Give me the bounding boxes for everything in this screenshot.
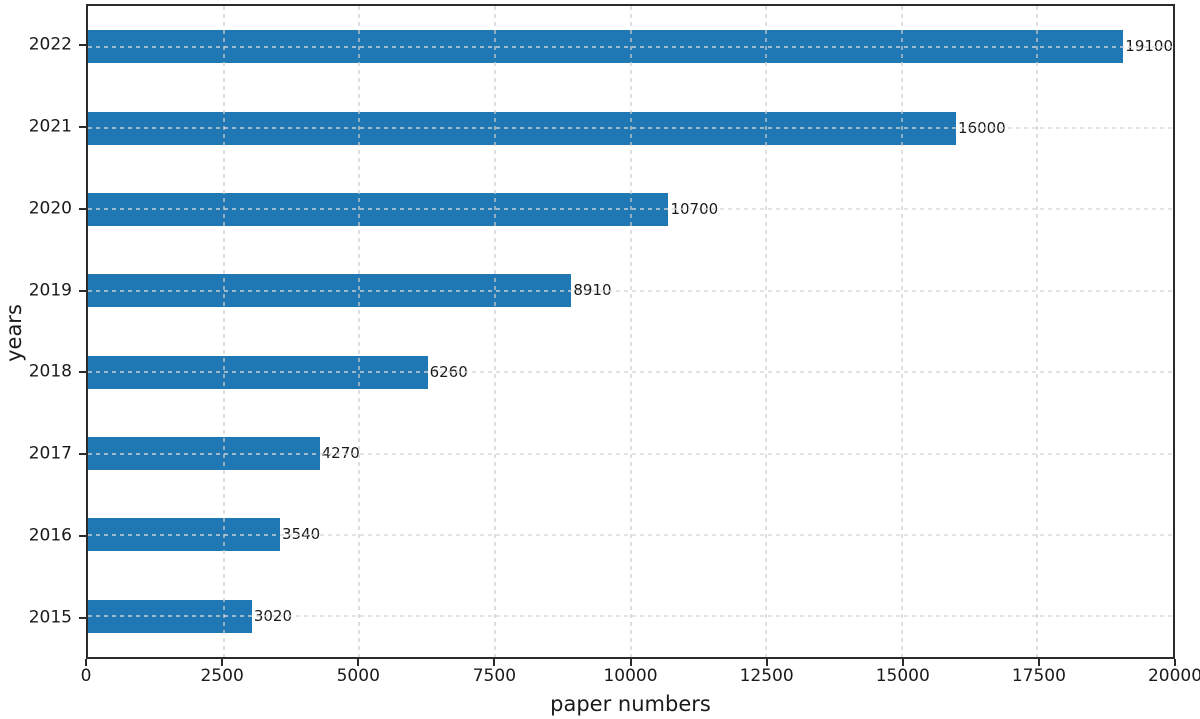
x-tick-label-20000: 20000 xyxy=(1147,666,1200,686)
y-tick-mark xyxy=(79,617,86,620)
x-tick-mark xyxy=(629,659,632,666)
x-tick-label-10000: 10000 xyxy=(603,666,658,686)
x-tick-mark xyxy=(357,659,360,666)
y-tick-mark xyxy=(79,371,86,374)
bar-2016 xyxy=(88,518,281,552)
bar-row-2016: 3540 xyxy=(88,494,1173,575)
bar-value-label-2015: 3020 xyxy=(253,606,293,625)
bars-container: 19100 16000 10700 8910 6260 4270 3540 3020 xyxy=(88,6,1173,657)
bar-value-label-2018: 6260 xyxy=(429,362,468,381)
x-tick-mark xyxy=(901,659,904,666)
bar-2020 xyxy=(88,192,669,226)
y-tick-mark xyxy=(79,43,86,46)
bar-2021 xyxy=(88,111,956,145)
y-tick-mark xyxy=(79,207,86,210)
x-tick-label-17500: 17500 xyxy=(1011,666,1066,686)
bar-row-2018: 6260 xyxy=(88,332,1173,413)
x-tick-mark xyxy=(85,659,87,666)
bar-row-2020: 10700 xyxy=(88,169,1173,250)
bar-value-label-2022: 19100 xyxy=(1125,37,1173,56)
y-tick-label-2019: 2019 xyxy=(28,280,72,301)
bar-2022 xyxy=(88,30,1124,64)
x-tick-mark xyxy=(493,659,496,666)
x-tick-mark xyxy=(1037,659,1040,666)
y-tick-label-2021: 2021 xyxy=(28,116,72,137)
bar-2018 xyxy=(88,355,428,389)
x-tick-label-2500: 2500 xyxy=(200,666,244,686)
y-tick-mark xyxy=(79,289,86,292)
x-tick-label-0: 0 xyxy=(80,666,92,686)
y-axis-title: years xyxy=(2,304,26,362)
bar-row-2019: 8910 xyxy=(88,250,1173,331)
bar-value-label-2019: 8910 xyxy=(573,281,612,300)
x-tick-mark xyxy=(765,659,768,666)
x-tick-label-5000: 5000 xyxy=(336,666,380,686)
bar-row-2021: 16000 xyxy=(88,87,1173,168)
y-tick-label-2017: 2017 xyxy=(28,443,72,464)
x-tick-label-7500: 7500 xyxy=(472,666,517,686)
bar-value-label-2017: 4270 xyxy=(321,444,360,463)
bar-2015 xyxy=(88,599,252,633)
x-tick-label-15000: 15000 xyxy=(875,666,930,686)
y-tick-label-2022: 2022 xyxy=(28,34,72,55)
x-tick-label-12500: 12500 xyxy=(739,666,794,686)
y-tick-label-2015: 2015 xyxy=(28,607,72,628)
bar-row-2022: 19100 xyxy=(88,6,1173,87)
bar-2017 xyxy=(88,437,320,471)
y-tick-mark xyxy=(79,535,86,538)
bar-value-label-2020: 10700 xyxy=(670,199,719,218)
y-tick-mark xyxy=(79,453,86,456)
y-tick-mark xyxy=(79,125,86,128)
y-tick-label-2018: 2018 xyxy=(28,361,72,382)
bar-2019 xyxy=(88,274,572,308)
x-tick-mark xyxy=(221,659,224,666)
x-tick-mark xyxy=(1174,659,1176,666)
bar-row-2015: 3020 xyxy=(88,576,1173,657)
plot-area: 19100 16000 10700 8910 6260 4270 3540 3020 xyxy=(86,4,1175,659)
y-tick-label-2016: 2016 xyxy=(28,525,72,546)
bar-row-2017: 4270 xyxy=(88,413,1173,494)
bar-value-label-2016: 3540 xyxy=(282,525,321,544)
x-axis-title: paper numbers xyxy=(550,692,711,716)
y-tick-label-2020: 2020 xyxy=(28,198,72,219)
bar-value-label-2021: 16000 xyxy=(958,118,1006,137)
